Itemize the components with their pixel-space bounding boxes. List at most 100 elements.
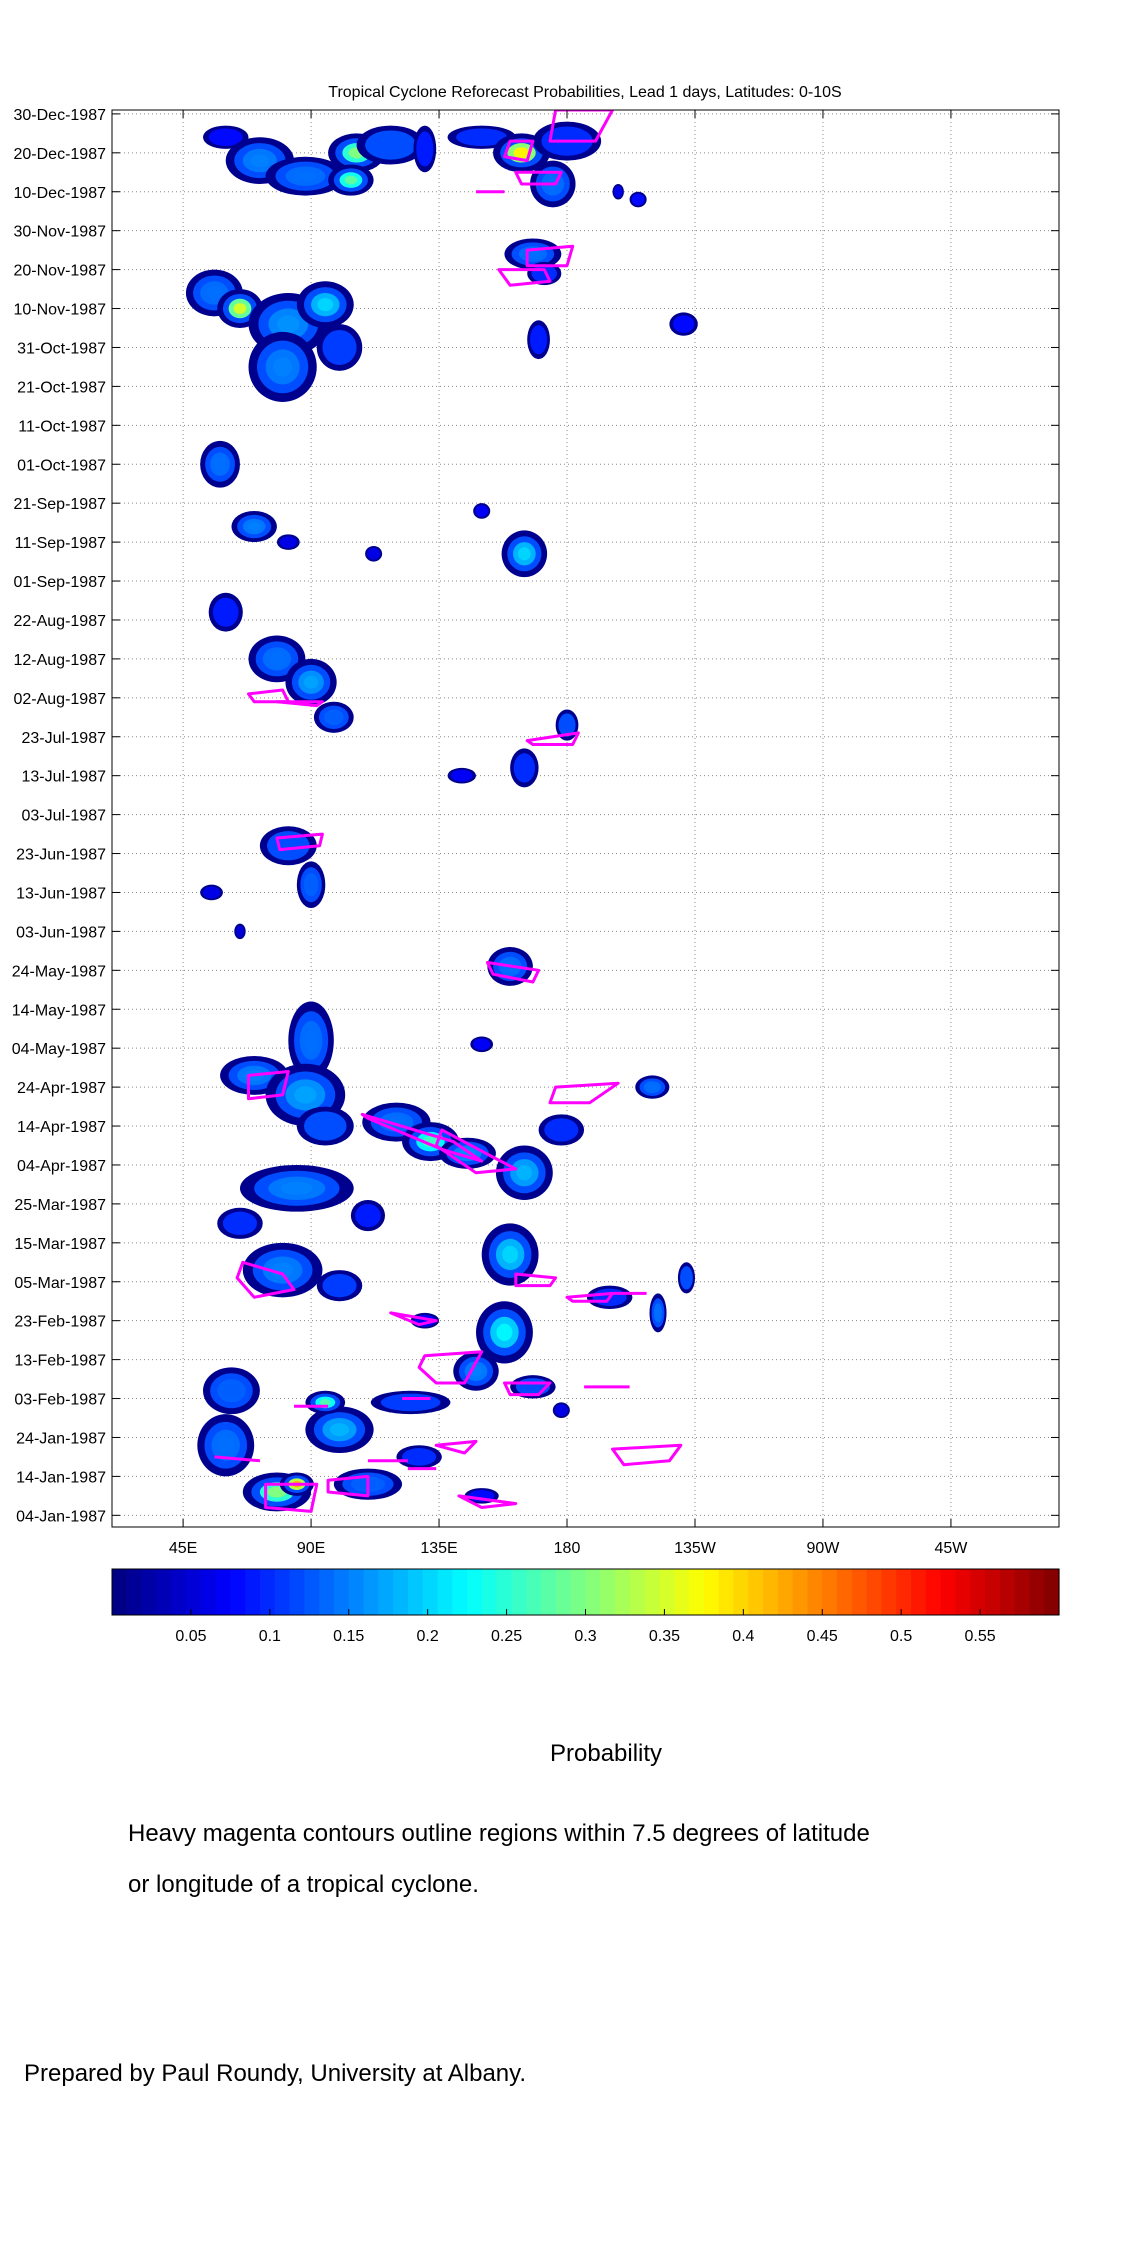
y-tick-label: 14-Jan-1987 <box>16 1469 106 1486</box>
prob-blob <box>655 1307 661 1319</box>
prob-blob <box>680 1266 693 1290</box>
colorbar-segment <box>881 1569 897 1615</box>
colorbar-tick-label: 0.45 <box>807 1628 838 1645</box>
prob-blob <box>203 886 221 899</box>
colorbar-segment <box>496 1569 513 1615</box>
colorbar-segment <box>126 1569 143 1615</box>
prob-blob <box>456 128 508 147</box>
colorbar-segment <box>259 1569 276 1615</box>
y-tick-label: 23-Feb-1987 <box>14 1314 106 1331</box>
colorbar-segment <box>896 1569 912 1615</box>
prob-blob <box>613 185 623 198</box>
prob-blob <box>279 536 297 548</box>
prob-blob <box>672 315 695 333</box>
colorbar-tick-label: 0.4 <box>732 1628 754 1645</box>
prob-blob <box>303 1111 347 1141</box>
colorbar-segment <box>985 1569 1001 1615</box>
cyclone-contour <box>548 1081 620 1105</box>
colorbar-segment <box>866 1569 883 1615</box>
prob-blob <box>223 1384 240 1398</box>
colorbar-segment <box>570 1569 587 1615</box>
y-tick-label: 03-Jul-1987 <box>22 808 107 825</box>
colorbar-segment <box>467 1569 483 1615</box>
prob-blob <box>206 286 223 300</box>
y-tick-label: 13-Jun-1987 <box>16 885 106 902</box>
colorbar-segment <box>141 1569 157 1615</box>
prob-blob <box>416 131 434 167</box>
colorbar-segment <box>171 1569 187 1615</box>
y-tick-label: 10-Dec-1987 <box>14 185 107 202</box>
y-tick-label: 10-Nov-1987 <box>14 302 107 319</box>
plot-frame <box>111 109 1060 1528</box>
colorbar-tick-label: 0.25 <box>491 1628 522 1645</box>
y-tick-label: 13-Feb-1987 <box>14 1353 106 1370</box>
cyclone-contour <box>247 1070 290 1101</box>
y-tick-label: 22-Aug-1987 <box>13 613 106 630</box>
credit-line: Prepared by Paul Roundy, University at A… <box>24 2060 527 2087</box>
cyclone-contour <box>434 1128 518 1175</box>
colorbar-segment <box>792 1569 809 1615</box>
y-tick-label: 04-May-1987 <box>12 1041 106 1058</box>
cyclone-contour <box>264 1482 319 1513</box>
prob-blob <box>365 130 417 160</box>
x-axis-ticks: 45E 90E 135E 180 135W 90W 45W <box>169 110 968 1557</box>
colorbar-segment <box>200 1569 217 1615</box>
prob-blob <box>277 315 300 333</box>
x-tick-label: 45E <box>169 1540 197 1557</box>
colorbar-segment <box>925 1569 942 1615</box>
prob-blob <box>524 249 541 259</box>
prob-blob <box>328 712 340 722</box>
prob-blob <box>307 878 316 892</box>
prob-blob <box>212 597 239 627</box>
cyclone-contour <box>514 1272 558 1288</box>
chart-title: Tropical Cyclone Reforecast Probabilitie… <box>328 84 841 101</box>
colorbar-segment <box>615 1569 631 1615</box>
y-tick-label: 11-Sep-1987 <box>15 535 106 552</box>
cyclone-contour <box>611 1443 683 1467</box>
y-tick-label: 12-Aug-1987 <box>13 652 106 669</box>
prob-blob <box>631 193 645 206</box>
colorbar-tick-label: 0.35 <box>649 1628 680 1645</box>
y-tick-label: 24-Jan-1987 <box>16 1430 106 1447</box>
x-tick-label: 90W <box>807 1540 841 1557</box>
colorbar-segment <box>659 1569 675 1615</box>
y-tick-label: 14-Apr-1987 <box>17 1119 106 1136</box>
colorbar-segment <box>763 1569 779 1615</box>
colorbar-segment <box>526 1569 542 1615</box>
cyclone-contour <box>326 1474 370 1498</box>
colorbar-tick-label: 0.05 <box>175 1628 206 1645</box>
colorbar-segment <box>304 1569 320 1615</box>
cyclone-contour <box>417 1350 484 1385</box>
colorbar-tick-label: 0.15 <box>333 1628 364 1645</box>
prob-blob <box>233 303 247 314</box>
y-tick-label: 01-Sep-1987 <box>13 574 106 591</box>
colorbar-segment <box>600 1569 616 1615</box>
x-tick-label: 135W <box>674 1540 717 1557</box>
cyclone-contour <box>497 268 552 287</box>
y-tick-label: 20-Nov-1987 <box>14 263 107 280</box>
colorbar-segment <box>407 1569 424 1615</box>
cyclone-contour <box>565 1291 614 1303</box>
prob-blob <box>544 1118 579 1142</box>
colorbar-segment <box>289 1569 305 1615</box>
prob-blob <box>247 522 261 531</box>
cyclone-contour <box>275 700 324 708</box>
colorbar-segment <box>319 1569 335 1615</box>
colorbar-segment <box>555 1569 572 1615</box>
prob-blob <box>304 1029 318 1052</box>
y-tick-label: 01-Oct-1987 <box>17 457 106 474</box>
y-tick-label: 03-Jun-1987 <box>16 924 106 941</box>
cyclone-contour <box>485 961 541 984</box>
y-tick-label: 14-May-1987 <box>12 1002 106 1019</box>
colorbar-label: Probability <box>550 1740 663 1767</box>
colorbar-segment <box>703 1569 720 1615</box>
cyclone-contours <box>214 110 683 1513</box>
prob-blob <box>235 925 245 938</box>
cyclone-contour <box>275 832 324 852</box>
colorbar-segment <box>230 1569 246 1615</box>
colorbar-segment <box>274 1569 291 1615</box>
colorbar-segment <box>437 1569 453 1615</box>
colorbar-tick-label: 0.55 <box>965 1628 996 1645</box>
prob-blob <box>513 147 530 159</box>
prob-blob <box>558 713 576 737</box>
